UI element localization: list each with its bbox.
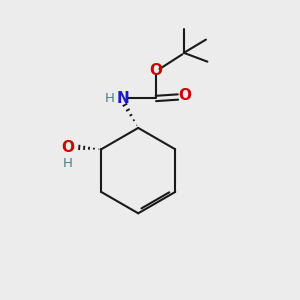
Text: N: N	[116, 91, 129, 106]
Text: O: O	[149, 63, 162, 78]
Text: H: H	[62, 157, 72, 169]
Text: H: H	[105, 92, 115, 105]
Text: O: O	[61, 140, 74, 155]
Text: O: O	[178, 88, 191, 103]
